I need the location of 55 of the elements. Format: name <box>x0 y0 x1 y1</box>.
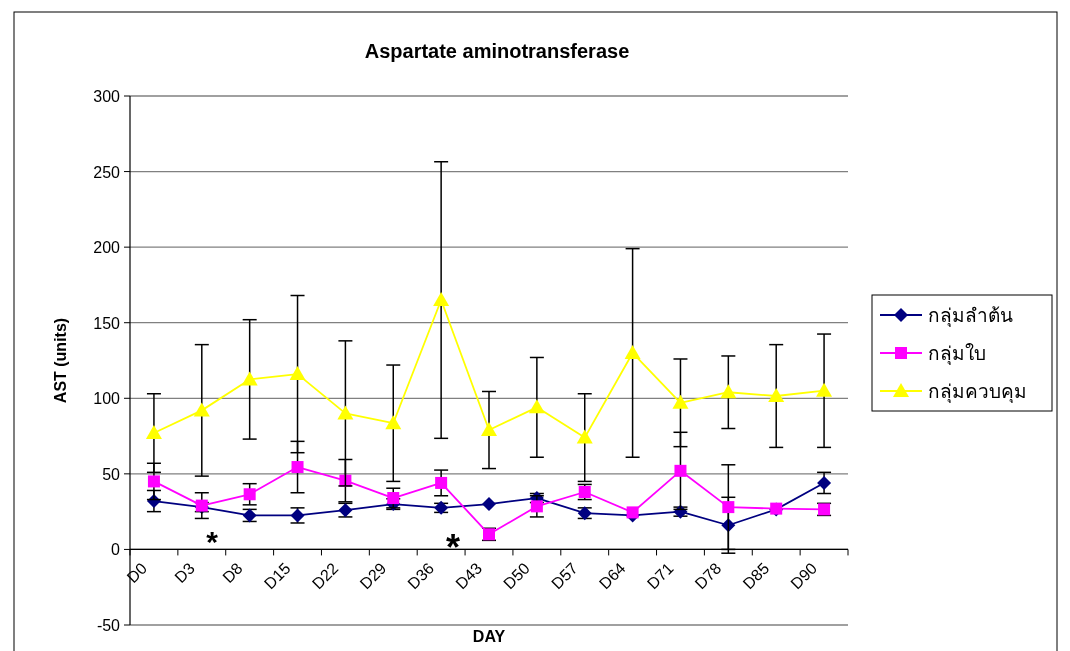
x-tick-label: D90 <box>787 559 821 593</box>
y-tick-label: 200 <box>93 239 121 257</box>
point <box>147 475 160 488</box>
x-tick-label: D71 <box>643 559 677 593</box>
x-tick-label: D29 <box>356 559 390 593</box>
y-tick-label: 100 <box>93 390 121 408</box>
point <box>576 429 593 444</box>
point <box>482 497 496 512</box>
y-tick-label: 300 <box>93 88 121 105</box>
x-tick-label: D22 <box>308 559 342 593</box>
point <box>241 371 258 386</box>
y-axis-title: AST (units) <box>52 317 69 404</box>
point <box>722 501 735 514</box>
point <box>289 366 306 381</box>
point <box>433 292 450 307</box>
point <box>145 425 162 440</box>
point <box>291 461 304 474</box>
point <box>626 506 639 519</box>
x-tick-label: D15 <box>260 559 294 593</box>
point <box>624 344 641 359</box>
point <box>481 422 497 437</box>
annotation: * <box>206 525 219 558</box>
point <box>530 500 543 513</box>
legend-label: กลุ่มใบ <box>928 342 986 366</box>
x-tick-label: D0 <box>123 559 151 587</box>
point <box>768 388 785 403</box>
point <box>528 399 545 414</box>
chart-title: Aspartate aminotransferase <box>364 40 630 62</box>
point <box>816 382 833 397</box>
point <box>435 476 448 489</box>
point <box>243 488 256 501</box>
y-tick-label: 150 <box>93 314 121 332</box>
legend-label: กลุ่มลำต้น <box>928 304 1013 328</box>
point <box>720 384 737 399</box>
y-tick-label: 50 <box>102 465 121 483</box>
point <box>193 402 210 417</box>
point <box>817 475 832 490</box>
x-tick-label: D57 <box>548 559 581 593</box>
y-tick-label: -50 <box>96 617 121 634</box>
x-tick-label: D3 <box>171 559 198 587</box>
point <box>385 415 402 430</box>
x-tick-label: D78 <box>691 559 725 593</box>
y-tick-label: 250 <box>93 163 121 181</box>
point <box>387 492 400 505</box>
x-tick-label: D36 <box>404 559 438 593</box>
x-tick-label: D50 <box>500 559 534 593</box>
point <box>337 405 354 420</box>
x-tick-label: D8 <box>219 559 246 587</box>
x-tick-label: D64 <box>595 559 629 593</box>
point <box>674 464 687 477</box>
x-tick-label: D85 <box>739 559 773 593</box>
point <box>672 394 689 409</box>
y-tick-label: 0 <box>111 541 121 559</box>
x-axis-title: DAY <box>472 628 506 645</box>
legend-label: กลุ่มควบคุม <box>928 380 1027 404</box>
